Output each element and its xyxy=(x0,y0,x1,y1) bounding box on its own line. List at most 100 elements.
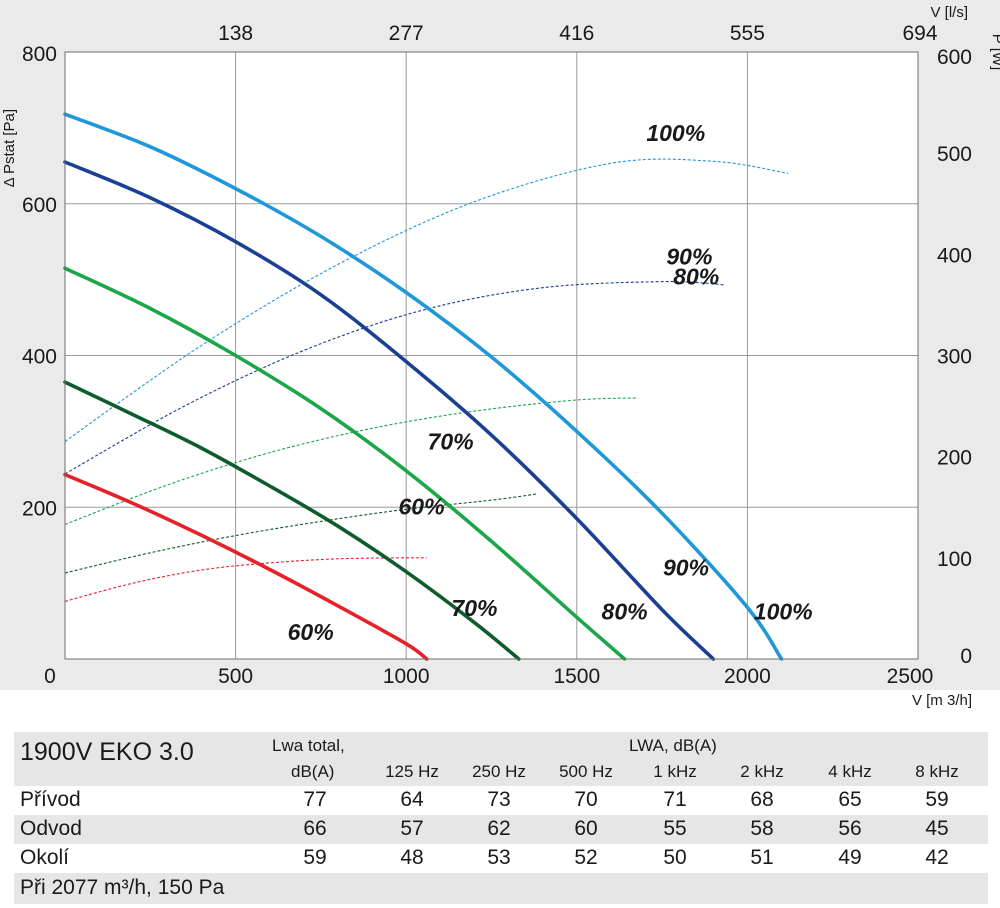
row-value: 52 xyxy=(574,846,598,869)
y2-tick-label: 100 xyxy=(937,548,972,571)
x2-tick-label: 555 xyxy=(730,22,765,45)
pressure-curve-label: 70% xyxy=(451,595,497,621)
row-value: 73 xyxy=(487,788,511,811)
x-tick-label: 2500 xyxy=(887,665,934,688)
band-header: 4 kHz xyxy=(828,762,872,781)
row-value: 50 xyxy=(663,846,687,869)
row-total: 59 xyxy=(303,846,327,869)
power-curve-label: 70% xyxy=(428,429,474,455)
power-line xyxy=(64,158,789,442)
lwa-group-header: LWA, dB(A) xyxy=(629,736,717,755)
lwa-total-header-line1: Lwa total, xyxy=(272,736,345,755)
table-header: 1900V EKO 3.0 Lwa total, dB(A) LWA, dB(A… xyxy=(14,732,988,786)
y2-axis-title: P [W] xyxy=(989,34,1000,70)
pressure-line xyxy=(63,160,716,661)
table-footnote: Při 2077 m³/h, 150 Pa xyxy=(20,876,225,899)
x2-axis-ticks: 138 277 416 555 694 xyxy=(218,22,938,45)
y2-tick-label: 200 xyxy=(937,447,972,470)
y2-tick-label: 500 xyxy=(937,143,972,166)
y2-tick-label: 600 xyxy=(937,46,972,69)
row-value: 62 xyxy=(487,817,511,840)
row-value: 45 xyxy=(925,817,949,840)
power-curve-label: 90% xyxy=(666,243,712,269)
power-curve-label: 100% xyxy=(646,120,705,146)
x2-tick-label: 277 xyxy=(389,22,424,45)
fan-performance-chart: 0 500 1000 1500 2000 2500 138 277 416 555 694 200… xyxy=(0,0,1000,709)
row-name: Okolí xyxy=(20,846,70,869)
row-value: 70 xyxy=(574,788,598,811)
row-total: 66 xyxy=(303,817,327,840)
y2-axis-ticks: 0 100 200 300 400 500 600 xyxy=(937,46,972,668)
row-total: 77 xyxy=(303,788,327,811)
row-value: 55 xyxy=(663,817,687,840)
table-row: Odvod 66 57 62 60 55 58 56 45 xyxy=(14,815,988,844)
x-tick-label: 1000 xyxy=(383,665,430,688)
row-name: Přívod xyxy=(20,788,81,811)
x-axis-title: V [m 3/h] xyxy=(912,692,972,709)
x-axis-ticks: 0 500 1000 1500 2000 2500 xyxy=(44,665,933,688)
power-curves xyxy=(64,158,789,602)
row-value: 68 xyxy=(750,788,774,811)
row-name: Odvod xyxy=(20,817,82,840)
plot-frame xyxy=(64,51,919,660)
band-header: 125 Hz xyxy=(385,762,439,781)
pressure-curves xyxy=(63,112,784,661)
grid-lines xyxy=(65,52,918,659)
row-value: 58 xyxy=(750,817,774,840)
curve-labels: 60%70% 80%90%100%60%70%80%90%100% xyxy=(288,120,813,645)
band-header: 500 Hz xyxy=(559,762,613,781)
row-value: 64 xyxy=(400,788,424,811)
x-tick-label: 1500 xyxy=(553,665,600,688)
y2-tick-label: 400 xyxy=(937,244,972,267)
table-row: Přívod 77 64 73 70 71 68 65 59 xyxy=(14,786,988,815)
x-tick-label: 2000 xyxy=(724,665,771,688)
row-value: 48 xyxy=(400,846,424,869)
pressure-line xyxy=(63,266,627,661)
x-tick-label: 500 xyxy=(218,665,253,688)
model-name: 1900V EKO 3.0 xyxy=(20,738,194,766)
x-tick-label: 0 xyxy=(44,665,56,688)
y2-tick-label: 0 xyxy=(960,645,972,668)
pressure-line xyxy=(63,472,429,661)
band-header: 8 kHz xyxy=(915,762,959,781)
y2-tick-label: 300 xyxy=(937,346,972,369)
x2-tick-label: 138 xyxy=(218,22,253,45)
power-curve-label: 80% xyxy=(673,264,719,290)
row-value: 57 xyxy=(400,817,424,840)
lwa-total-header-line2: dB(A) xyxy=(291,762,335,781)
power-line xyxy=(64,281,724,475)
y-axis-ticks: 200 400 600 800 xyxy=(22,43,57,520)
band-header: 2 kHz xyxy=(740,762,784,781)
pressure-line xyxy=(63,112,784,661)
power-line xyxy=(64,493,536,574)
y-tick-label: 800 xyxy=(22,43,57,66)
band-header: 250 Hz xyxy=(472,762,526,781)
table-row: Okolí 59 48 53 52 50 51 49 42 xyxy=(14,844,988,873)
pressure-curve-label: 80% xyxy=(602,599,648,625)
row-value: 65 xyxy=(838,788,862,811)
table-footnote-row: Při 2077 m³/h, 150 Pa xyxy=(14,873,988,904)
pressure-curve-label: 90% xyxy=(663,555,709,581)
power-line xyxy=(64,397,639,525)
power-curve-label: 60% xyxy=(399,493,445,519)
pressure-curve-label: 60% xyxy=(288,619,334,645)
row-value: 42 xyxy=(925,846,949,869)
row-value: 56 xyxy=(838,817,862,840)
row-value: 59 xyxy=(925,788,949,811)
y-tick-label: 600 xyxy=(22,194,57,217)
y-tick-label: 200 xyxy=(22,497,57,520)
row-value: 60 xyxy=(574,817,598,840)
y-axis-title: Δ Pstat [Pa] xyxy=(1,109,18,187)
row-value: 51 xyxy=(750,846,774,869)
x2-axis-title: V [l/s] xyxy=(930,4,968,21)
band-header: 1 kHz xyxy=(653,762,697,781)
row-value: 49 xyxy=(838,846,862,869)
x2-tick-label: 694 xyxy=(902,22,937,45)
pressure-line xyxy=(63,380,521,661)
row-value: 53 xyxy=(487,846,511,869)
row-value: 71 xyxy=(663,788,687,811)
y-tick-label: 400 xyxy=(22,346,57,369)
x2-tick-label: 416 xyxy=(559,22,594,45)
noise-table: 1900V EKO 3.0 Lwa total, dB(A) LWA, dB(A… xyxy=(14,732,988,904)
pressure-curve-label: 100% xyxy=(754,599,813,625)
